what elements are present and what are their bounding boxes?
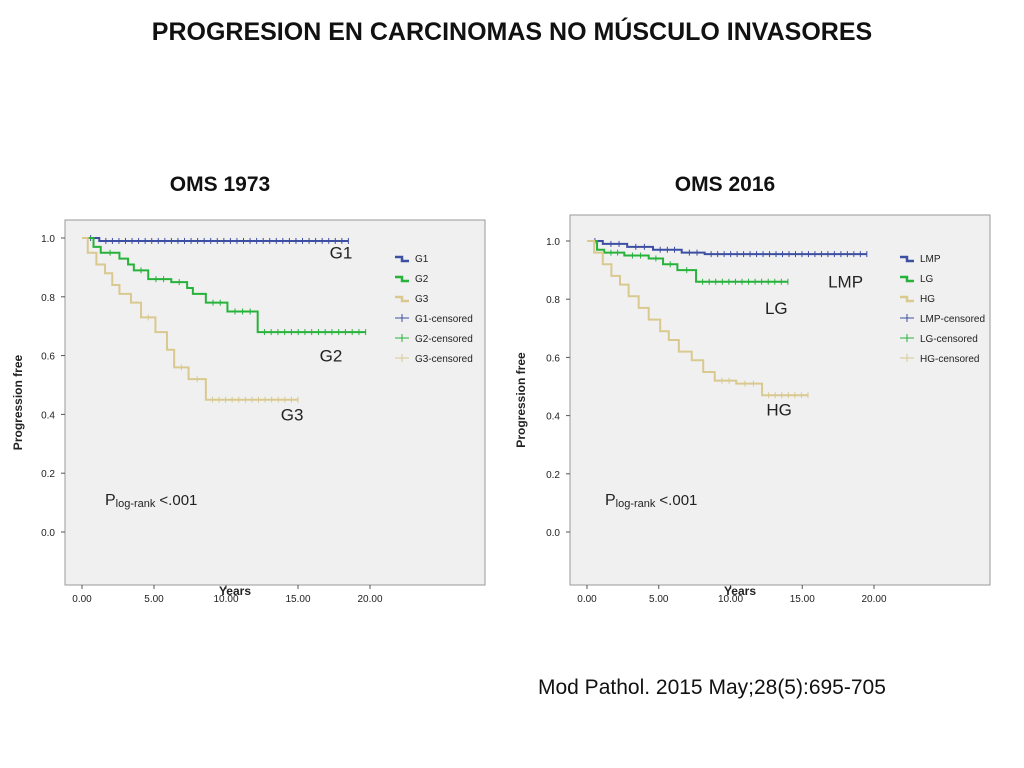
x-tick-label: 15.00 <box>285 594 310 605</box>
citation: Mod Pathol. 2015 May;28(5):695-705 <box>538 676 886 699</box>
series-line-lmp <box>587 240 867 256</box>
y-tick-label: 0.0 <box>546 528 560 539</box>
legend-line-swatch <box>900 255 914 263</box>
x-tick-label: 10.00 <box>718 594 743 605</box>
page-title: PROGRESION EN CARCINOMAS NO MÚSCULO INVA… <box>151 18 873 46</box>
legend-entry: LG <box>920 274 934 285</box>
legend-entry: G1 <box>415 254 429 265</box>
legend-entry: G3 <box>415 294 429 305</box>
series-line-g3 <box>82 237 298 401</box>
plot-area <box>64 219 486 586</box>
curve-label-lmp: LMP <box>828 273 863 292</box>
x-tick-label: 10.00 <box>213 594 238 605</box>
chart-2-title: OMS 2016 <box>674 173 776 196</box>
series-line-hg <box>587 240 808 397</box>
y-axis-label: Progression free <box>514 352 528 448</box>
x-tick-label: 20.00 <box>861 594 886 605</box>
x-tick-label: 0.00 <box>72 594 92 605</box>
y-tick-label: 0.4 <box>546 412 560 423</box>
curve-label-g1: G1 <box>330 244 353 263</box>
x-tick-label: 5.00 <box>649 594 669 605</box>
legend-line-swatch <box>395 275 409 283</box>
curve-label-g2: G2 <box>320 346 343 365</box>
series-line-g2 <box>82 237 366 334</box>
x-axis-label: Years <box>219 584 251 598</box>
x-tick-label: 20.00 <box>357 594 382 605</box>
y-tick-label: 1.0 <box>41 234 55 245</box>
chart-oms-2016: 0.0 0.2 0.4 0.6 0.8 1.0 0.00 5.00 10.00 15.00 20.0… <box>514 214 991 605</box>
chart-1-title: OMS 1973 <box>169 173 271 196</box>
legend-entry: G3-censored <box>415 354 473 365</box>
x-axis-label: Years <box>724 584 756 598</box>
legend-entry: HG-censored <box>920 354 979 365</box>
chart-oms-1973: 0.0 0.2 0.4 0.6 0.8 1.0 0.00 5.00 10.00 15.00 20.0… <box>11 219 486 605</box>
y-tick-label: 1.0 <box>546 237 560 248</box>
y-tick-label: 0.8 <box>546 295 560 306</box>
y-tick-label: 0.0 <box>41 528 55 539</box>
x-tick-label: 0.00 <box>577 594 597 605</box>
x-tick-label: 5.00 <box>144 594 164 605</box>
curve-label-hg: HG <box>766 401 792 420</box>
plot-area <box>569 214 991 586</box>
legend-line-swatch <box>395 255 409 263</box>
legend-line-swatch <box>900 295 914 303</box>
legend-entry: HG <box>920 294 935 305</box>
p-value-annotation: Plog-rank <.001 <box>605 492 697 510</box>
legend-entry: LG-censored <box>920 334 978 345</box>
legend-line-swatch <box>900 275 914 283</box>
legend-line-swatch <box>395 295 409 303</box>
curve-label-lg: LG <box>765 299 788 318</box>
x-tick-label: 15.00 <box>790 594 815 605</box>
legend-entry: G2 <box>415 274 429 285</box>
legend-entry: G1-censored <box>415 314 473 325</box>
legend-entry: LMP-censored <box>920 314 985 325</box>
y-tick-label: 0.2 <box>41 469 55 480</box>
y-tick-label: 0.4 <box>41 410 55 421</box>
y-tick-label: 0.6 <box>546 353 560 364</box>
y-tick-label: 0.2 <box>546 470 560 481</box>
y-tick-label: 0.8 <box>41 293 55 304</box>
p-value-annotation: Plog-rank <.001 <box>105 492 197 510</box>
y-axis-label: Progression free <box>11 354 25 450</box>
legend-entry: LMP <box>920 254 941 265</box>
legend-entry: G2-censored <box>415 334 473 345</box>
y-tick-label: 0.6 <box>41 352 55 363</box>
curve-label-g3: G3 <box>281 405 304 424</box>
